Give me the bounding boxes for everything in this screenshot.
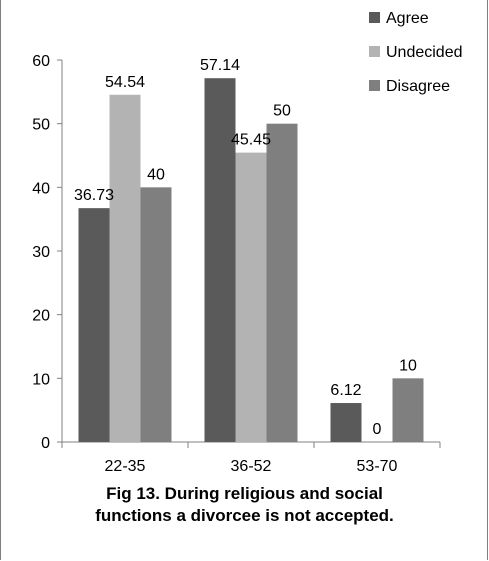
legend: Agree Undecided Disagree — [369, 10, 463, 95]
x-tick-label: 53-70 — [357, 458, 398, 475]
data-label: 0 — [373, 421, 382, 438]
bar-agree-22-35 — [78, 208, 110, 442]
bar-agree-53-70 — [330, 403, 362, 442]
caption-line-2: functions a divorcee is not accepted. — [95, 506, 394, 525]
bar-undecided-22-35 — [109, 94, 141, 443]
y-tick-label: 20 — [32, 308, 50, 325]
y-tick-label: 30 — [32, 244, 50, 261]
bar-disagree-36-52 — [266, 123, 298, 443]
legend-swatch-disagree — [369, 80, 380, 91]
data-label: 45.45 — [231, 132, 271, 149]
y-tick-label: 50 — [32, 117, 50, 134]
caption-line-1: Fig 13. During religious and social — [106, 484, 383, 503]
y-tick-label: 10 — [32, 371, 50, 388]
bar-disagree-53-70 — [392, 378, 424, 442]
data-label: 40 — [147, 166, 165, 183]
y-tick-label: 40 — [32, 180, 50, 197]
bar-disagree-22-35 — [140, 187, 172, 442]
y-tick-label: 60 — [32, 53, 50, 70]
x-tick-label: 22-35 — [105, 458, 146, 475]
data-label: 10 — [399, 357, 417, 374]
bars — [78, 78, 424, 443]
legend-label-agree: Agree — [386, 10, 429, 27]
legend-label-disagree: Disagree — [386, 78, 450, 95]
bar-agree-36-52 — [204, 78, 236, 442]
bar-chart: 0 10 20 30 40 50 60 22-35 36-52 53-70 36.73 54.54 4… — [32, 10, 463, 475]
data-label: 50 — [273, 103, 291, 120]
data-label: 54.54 — [105, 74, 145, 91]
data-label: 6.12 — [330, 382, 361, 399]
x-tick-label: 36-52 — [231, 458, 272, 475]
y-tick-label: 0 — [41, 435, 50, 452]
data-label: 36.73 — [74, 187, 114, 204]
legend-swatch-agree — [369, 12, 380, 23]
data-label: 57.14 — [200, 57, 240, 74]
figure-caption: Fig 13. During religious and social func… — [0, 483, 489, 527]
legend-label-undecided: Undecided — [386, 44, 463, 61]
legend-swatch-undecided — [369, 46, 380, 57]
bar-undecided-36-52 — [235, 152, 267, 442]
